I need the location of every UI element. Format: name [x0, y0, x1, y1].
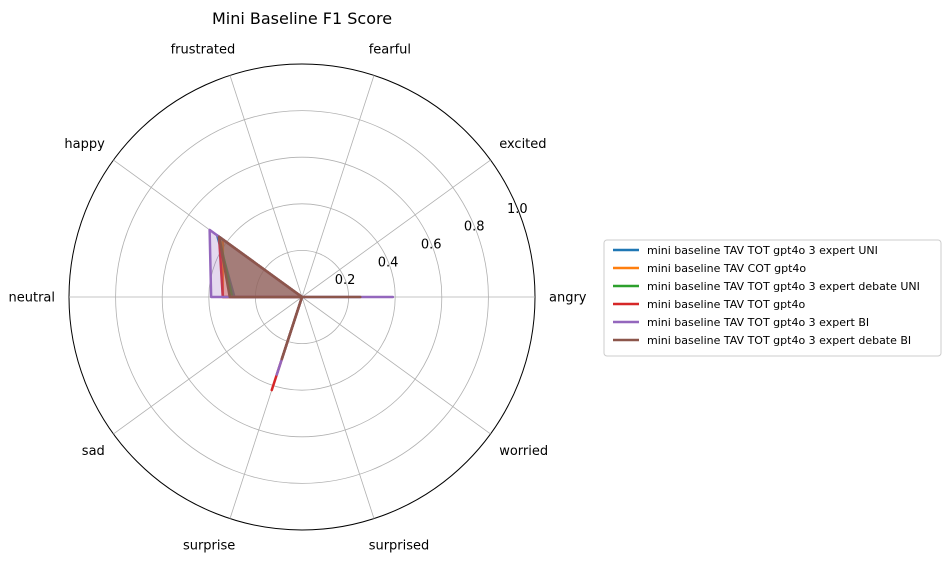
spoke-surprised [301, 296, 375, 519]
radial-tick-label-4: 1.0 [507, 202, 528, 217]
legend-entry-0: mini baseline TAV TOT gpt4o 3 expert UNI [647, 244, 878, 257]
data-series [208, 228, 395, 392]
legend-entry-5: mini baseline TAV TOT gpt4o 3 expert deb… [647, 334, 911, 347]
legend-entry-2: mini baseline TAV TOT gpt4o 3 expert deb… [647, 280, 920, 293]
spoke-fearful [301, 75, 375, 298]
radial-tick-labels: 0.2 0.4 0.6 0.8 1.0 [335, 202, 528, 288]
category-labels: angry excited fearful frustrated happy neutra… [9, 42, 587, 553]
category-label-surprise: surprise [183, 539, 235, 554]
legend-frame [603, 239, 942, 357]
legend: mini baseline TAV TOT gpt4o 3 expert UNI… [603, 239, 942, 357]
category-label-happy: happy [64, 137, 105, 152]
spoke-frustrated [229, 75, 303, 298]
legend-entry-3: mini baseline TAV TOT gpt4o [647, 298, 805, 311]
category-label-frustrated: frustrated [171, 42, 236, 57]
legend-entry-1: mini baseline TAV COT gpt4o [647, 262, 806, 275]
spoke-worried [301, 296, 491, 435]
series-5 [217, 235, 362, 361]
legend-entry-4: mini baseline TAV TOT gpt4o 3 expert BI [647, 316, 869, 329]
radial-tick-label-1: 0.4 [378, 255, 399, 270]
spoke-excited [301, 159, 491, 298]
radial-tick-label-2: 0.6 [421, 238, 442, 253]
category-label-surprised: surprised [369, 539, 430, 554]
category-label-sad: sad [82, 444, 105, 459]
spoke-sad [113, 296, 303, 435]
category-label-excited: excited [499, 137, 546, 152]
category-label-neutral: neutral [9, 291, 56, 306]
radial-tick-label-0: 0.2 [335, 273, 356, 288]
radial-tick-label-3: 0.8 [464, 220, 485, 235]
category-label-fearful: fearful [369, 42, 411, 57]
chart-title: Mini Baseline F1 Score [212, 9, 392, 28]
category-label-angry: angry [549, 291, 587, 306]
category-label-worried: worried [499, 444, 548, 459]
